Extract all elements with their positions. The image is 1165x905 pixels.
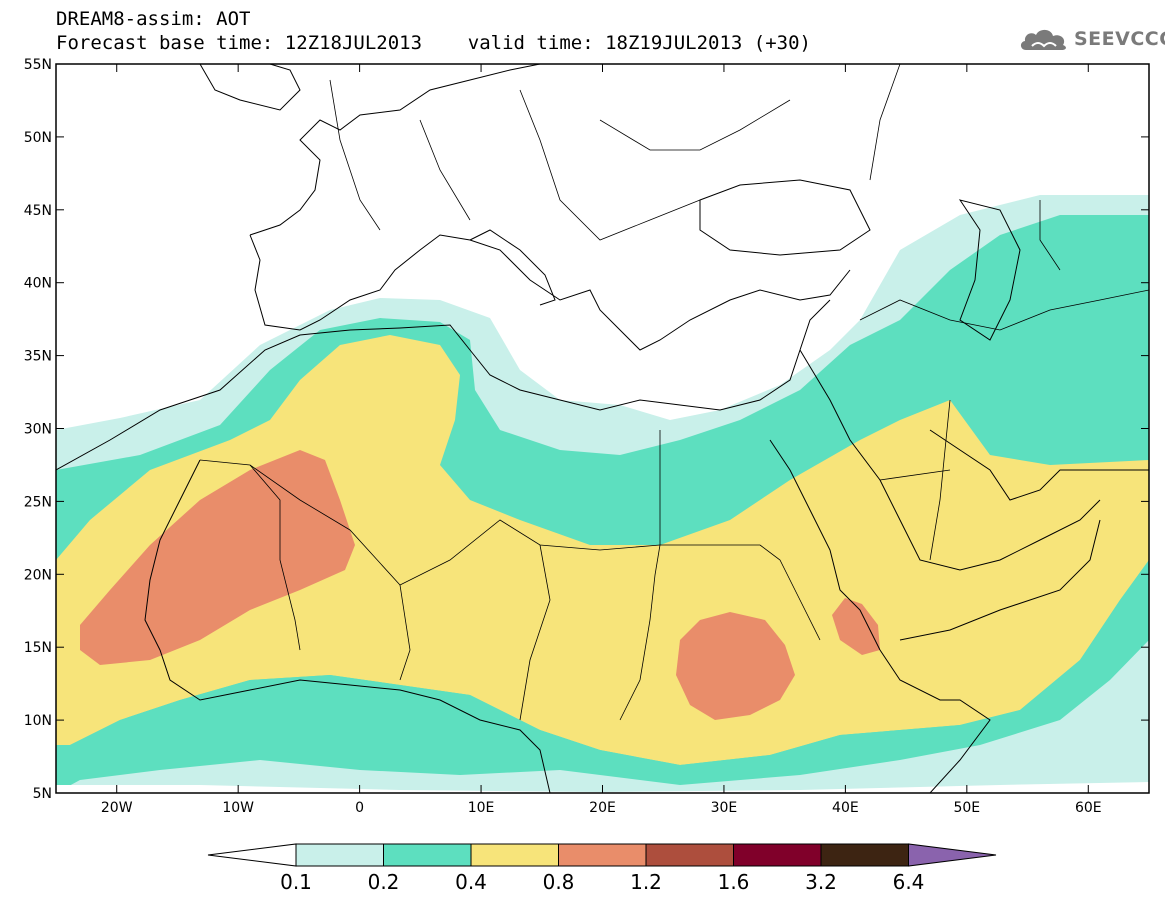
lat-label: 40N <box>24 276 52 292</box>
lat-label: 25N <box>24 494 52 510</box>
lat-label: 20N <box>24 567 52 583</box>
colorbar-swatch <box>733 843 822 867</box>
colorbar-label: 0.8 <box>543 870 575 894</box>
logo-text: SEEVCCC <box>1074 28 1165 50</box>
lat-label: 50N <box>24 130 52 146</box>
colorbar-over-arrow <box>908 843 997 867</box>
lon-label: 60E <box>1075 800 1102 816</box>
country-borders <box>199 64 1149 721</box>
colorbar-swatch <box>820 843 909 867</box>
colorbar-swatch <box>470 843 559 867</box>
colorbar-under-arrow <box>207 843 297 867</box>
lon-label: 50E <box>953 800 980 816</box>
colorbar-swatch <box>295 843 384 867</box>
cloud-icon <box>1020 29 1066 50</box>
aot-field <box>56 64 1149 793</box>
aot-hotspot-sudan <box>676 612 795 720</box>
lat-label: 5N <box>33 786 52 802</box>
colorbar-label: 1.6 <box>718 870 750 894</box>
colorbar-label: 3.2 <box>805 870 837 894</box>
lon-label: 30E <box>711 800 738 816</box>
map-axes: 55N 50N 45N 40N 35N 30N 25N 20N 15N 10N 5N 20W 10W 0 1… <box>24 57 1149 816</box>
map-title: DREAM8-assim: AOT <box>56 8 251 30</box>
aot-hotspot-west-africa <box>80 450 355 665</box>
lat-label: 10N <box>24 713 52 729</box>
aot-hotspot-eritrea <box>832 598 880 655</box>
lon-label: 10E <box>468 800 495 816</box>
colorbar: 0.1 0.2 0.4 0.8 1.2 1.6 3.2 6.4 <box>207 843 997 894</box>
lat-label: 15N <box>24 640 52 656</box>
lat-label: 35N <box>24 349 52 365</box>
lon-label: 0 <box>355 800 364 816</box>
lon-label: 20W <box>101 800 133 816</box>
colorbar-label: 6.4 <box>893 870 925 894</box>
colorbar-swatch <box>645 843 734 867</box>
seevccc-logo: SEEVCCC <box>1018 26 1165 52</box>
colorbar-label: 0.1 <box>280 870 312 894</box>
colorbar-label: 0.2 <box>368 870 400 894</box>
aot-band-0.2-south <box>56 560 1149 793</box>
lat-label: 30N <box>24 422 52 438</box>
colorbar-label: 1.2 <box>630 870 662 894</box>
map-subtitle: Forecast base time: 12Z18JUL2013 valid t… <box>56 32 811 54</box>
lon-label: 10W <box>222 800 254 816</box>
colorbar-swatch <box>558 843 647 867</box>
lat-label: 45N <box>24 203 52 219</box>
coastlines <box>56 64 1149 793</box>
aot-band-0.1-south <box>56 640 1149 793</box>
colorbar-label: 0.4 <box>455 870 487 894</box>
colorbar-swatch <box>383 843 472 867</box>
lon-label: 20E <box>589 800 616 816</box>
lat-label: 55N <box>24 57 52 73</box>
lon-label: 40E <box>832 800 859 816</box>
